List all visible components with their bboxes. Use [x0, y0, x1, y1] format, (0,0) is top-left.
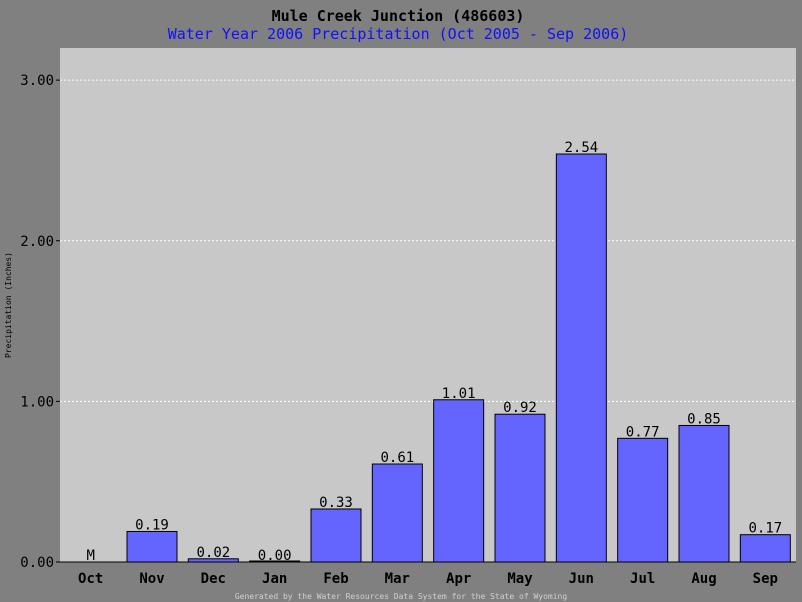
missing-marker: M [86, 548, 94, 564]
x-tick-label: Jun [569, 571, 594, 587]
x-axis-ticks: Oct Nov Dec Jan Feb Mar Apr May Jun Jul Aug Sep [78, 571, 778, 587]
bar [555, 153, 607, 563]
x-tick-label: Jan [262, 571, 287, 587]
x-tick-label: Feb [323, 571, 348, 587]
data-label: 0.92 [503, 400, 537, 416]
bar [433, 399, 485, 563]
x-tick-label: Oct [78, 571, 103, 587]
data-label: 0.33 [319, 495, 353, 511]
chart-title: Mule Creek Junction (486603) [272, 7, 525, 25]
bar [371, 463, 423, 563]
x-tick-label: Sep [753, 571, 778, 587]
bar [617, 437, 669, 563]
bar [126, 530, 178, 563]
plot-area [60, 48, 796, 562]
data-label: 0.19 [135, 517, 169, 533]
data-label: 0.02 [196, 545, 230, 561]
y-tick-label: 2.00 [20, 234, 54, 250]
gridlines [60, 79, 796, 402]
data-label: 2.54 [564, 140, 598, 156]
data-label: 0.85 [687, 411, 721, 427]
bar [494, 413, 546, 563]
x-tick-label: May [507, 571, 533, 587]
y-tick-label: 3.00 [20, 73, 54, 89]
x-tick-label: Aug [691, 571, 716, 587]
bar [678, 424, 730, 563]
y-axis-label: Precipitation (Inches) [4, 252, 13, 358]
x-tick-label: Mar [385, 571, 410, 587]
data-label: 1.01 [442, 386, 476, 402]
x-tick-label: Apr [446, 571, 471, 587]
footer-credit: Generated by the Water Resources Data Sy… [235, 592, 568, 601]
x-tick-label: Nov [139, 571, 164, 587]
chart-subtitle: Water Year 2006 Precipitation (Oct 2005 … [168, 25, 629, 43]
x-tick-label: Dec [201, 571, 226, 587]
data-label: 0.77 [626, 424, 660, 440]
bar [739, 534, 791, 563]
bar [310, 508, 362, 563]
x-tick-label: Jul [630, 571, 655, 587]
data-label: 0.61 [380, 450, 414, 466]
y-tick-label: 1.00 [20, 394, 54, 410]
data-label: 0.17 [748, 521, 782, 537]
y-axis-ticks: 0.00 1.00 2.00 3.00 [20, 73, 60, 571]
y-tick-label: 0.00 [20, 555, 54, 571]
bars: M 0.19 0.02 0.00 0.33 0.61 1.01 0.92 2.54 0.77 0.8… [86, 140, 791, 564]
data-label: 0.00 [258, 548, 292, 564]
